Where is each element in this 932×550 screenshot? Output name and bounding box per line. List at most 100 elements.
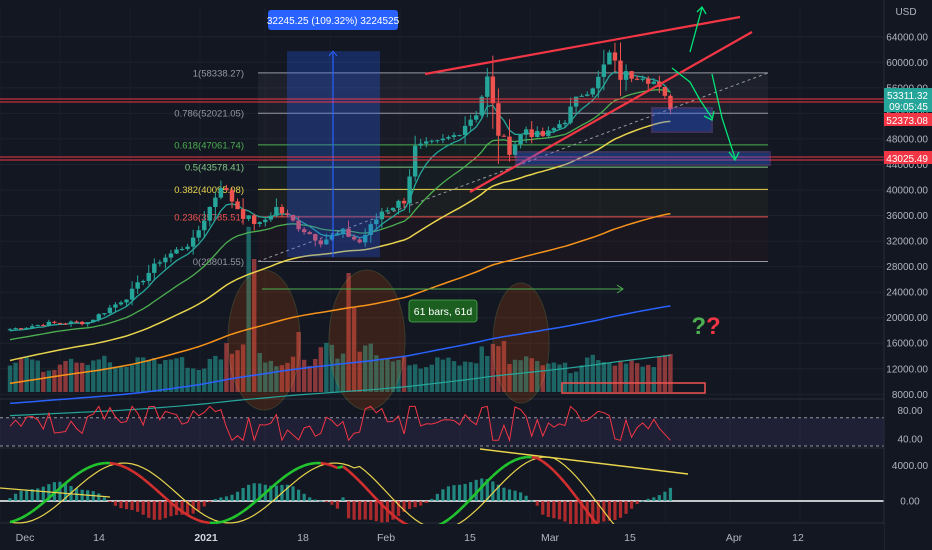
candle-body [440,138,446,141]
target-zone-upper[interactable] [651,107,713,133]
level-1-price-tag-bg [884,113,932,126]
macd-histogram-bar [124,501,129,510]
fib-level-label: 0(28801.55) [193,257,244,268]
candle-body [407,176,412,204]
macd-histogram-bar [435,493,439,501]
volume-bar [329,344,335,392]
candle-body [102,313,107,315]
candle-body [30,326,35,328]
candle-body [468,119,473,126]
macd-line-segment [309,461,316,466]
macd-histogram-bar [563,501,567,522]
volume-bar [152,358,157,392]
macd-line-segment [503,461,511,468]
candle-body [85,322,90,325]
candle-body [290,215,296,221]
candle-body [296,220,301,230]
volume-bar [401,356,407,392]
macd-histogram-bar [8,498,12,501]
upper-trendline[interactable] [424,15,741,76]
macd-line-segment [547,464,555,472]
macd-tick-label: 4000.00 [892,461,929,472]
volume-bar [535,361,540,392]
macd-histogram-bar [80,489,84,501]
macd-histogram-bar [297,489,301,501]
volume-bar [662,354,668,392]
macd-line-segment [15,516,22,522]
candle-body [307,232,312,235]
candle-body [235,201,240,210]
macd-line-segment [337,465,344,470]
macd-histogram-bar [424,501,428,503]
candle-body [346,228,351,237]
macd-line-segment [480,480,489,488]
trend-drawings[interactable]: 32245.25 (109.32%) 3224525 61 bars, 61d?? [0,5,884,340]
candle-body [74,321,79,323]
volume-bar [13,362,18,392]
moving-averages [9,70,671,417]
fibonacci-retracement[interactable]: 1(58338.27) 0.786(52021.05) 0.618(47061.74… [174,68,769,268]
volume-bar [57,364,63,392]
macd-histogram-bar [585,501,589,528]
macd-line-segment [508,458,516,465]
candle-body [546,130,551,136]
candle-body [263,219,268,223]
price-tick-label: 12000.00 [886,364,928,375]
macd-line-segment [59,482,67,490]
time-tick-label: 14 [93,532,105,544]
macd-line-segment [198,519,205,524]
macd-histogram-bar [291,486,295,501]
volume-bar [629,360,634,392]
volume-bar [429,364,434,392]
volume-bar [235,350,240,392]
date-range-tooltip[interactable]: 61 bars, 61d [408,299,478,323]
candle-body [607,52,612,65]
macd-histogram-bar [369,501,373,520]
volume-bar [18,358,24,392]
volume-bar [668,354,673,392]
candle-body [485,76,490,97]
volume-bar [202,368,207,392]
candle-body [96,314,101,320]
macd-histogram-bar [19,490,23,501]
candle-body [474,115,479,120]
price-range-tooltip[interactable]: 32245.25 (109.32%) 3224525 [267,10,400,30]
macd-line-segment [397,518,405,525]
question-mark-red: ? [706,313,721,340]
macd-histogram-bar [36,488,40,501]
candle-body [174,249,179,254]
macd-histogram-bar [219,497,223,501]
level-2-price-tag: 43025.49 [884,151,932,165]
candle-body [523,129,529,135]
macd-line-segment [269,482,278,490]
macd-line-segment [369,492,378,500]
candle-body [152,263,157,273]
fib-zone [258,167,768,190]
target-zone-lower[interactable] [515,151,771,166]
macd-line-segment [25,510,33,517]
candle-body [41,325,46,327]
volume-bar [385,358,390,392]
macd-histogram-bar [258,483,262,501]
candle-body [202,220,207,231]
macd-line-segment [563,482,572,491]
volume-bar [207,358,212,392]
volume-bar [174,358,179,392]
macd-histogram-bar [396,501,401,516]
candle-body [551,128,557,131]
volume-bar [274,366,279,392]
lower-trendline[interactable] [469,31,753,193]
current-price-tag-text: 09:05:45 [889,102,928,113]
macd-histogram-bar [102,497,106,501]
macd-line-segment [42,496,50,504]
macd-histogram-bar [30,489,34,501]
candle-body [285,213,290,216]
macd-line-segment [115,462,122,467]
macd-line-segment [303,462,311,467]
macd-histogram-bar [41,486,45,501]
macd-histogram-bar [186,501,190,515]
currency-label: USD [895,7,916,18]
macd-line-segment [242,506,250,513]
